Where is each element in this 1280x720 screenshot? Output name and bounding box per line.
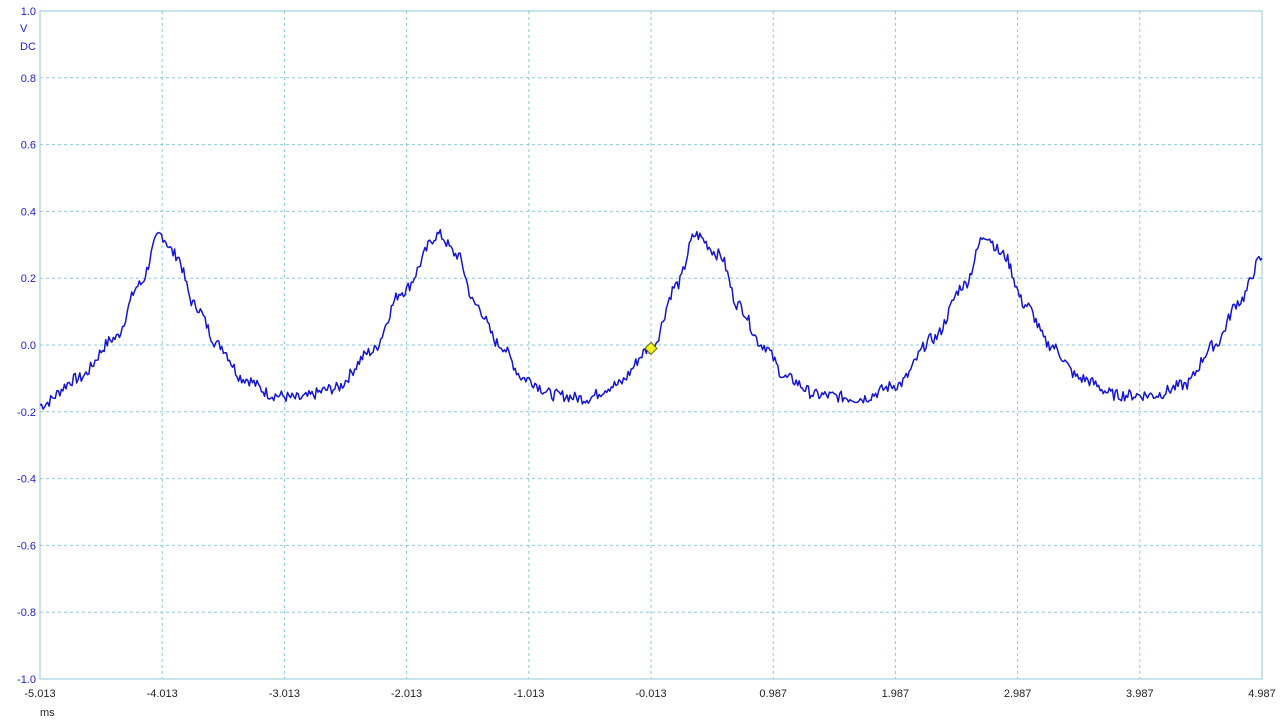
- x-tick-label: -0.013: [635, 688, 666, 700]
- y-tick-label: -0.4: [17, 474, 36, 486]
- x-tick-label: -3.013: [269, 688, 300, 700]
- y-tick-label: -1.0: [17, 674, 36, 686]
- y-tick-label: 1.0: [21, 6, 36, 18]
- x-tick-label: 4.987: [1248, 688, 1276, 700]
- y-tick-labels: 1.0 0.8 0.6 0.4 0.2 0.0 -0.2 -0.4 -0.6 -0.8 -1.0: [17, 6, 36, 686]
- y-tick-label: -0.8: [17, 607, 36, 619]
- x-tick-label: 1.987: [882, 688, 910, 700]
- x-unit-label: ms: [40, 707, 55, 719]
- y-coupling-label: DC: [20, 41, 36, 53]
- x-tick-label: -5.013: [24, 688, 55, 700]
- trigger-marker[interactable]: [644, 341, 658, 356]
- grid: [39, 10, 1263, 680]
- x-tick-label: 0.987: [759, 688, 787, 700]
- x-tick-label: 3.987: [1126, 688, 1154, 700]
- y-tick-label: -0.2: [17, 407, 36, 419]
- x-tick-labels: -5.013 -4.013 -3.013 -2.013 -1.013 -0.013 0.98…: [24, 688, 1275, 700]
- x-tick-label: -2.013: [391, 688, 422, 700]
- y-tick-label: 0.2: [21, 273, 36, 285]
- x-tick-label: -1.013: [513, 688, 544, 700]
- y-tick-label: -0.6: [17, 540, 36, 552]
- plot-frame: [39, 10, 1263, 680]
- x-tick-label: 2.987: [1004, 688, 1032, 700]
- x-tick-label: -4.013: [147, 688, 178, 700]
- y-unit-label: V: [20, 23, 28, 35]
- y-tick-label: 0.0: [21, 340, 36, 352]
- y-tick-label: 0.6: [21, 140, 36, 152]
- y-tick-label: 0.4: [21, 206, 36, 218]
- y-tick-label: 0.8: [21, 73, 36, 85]
